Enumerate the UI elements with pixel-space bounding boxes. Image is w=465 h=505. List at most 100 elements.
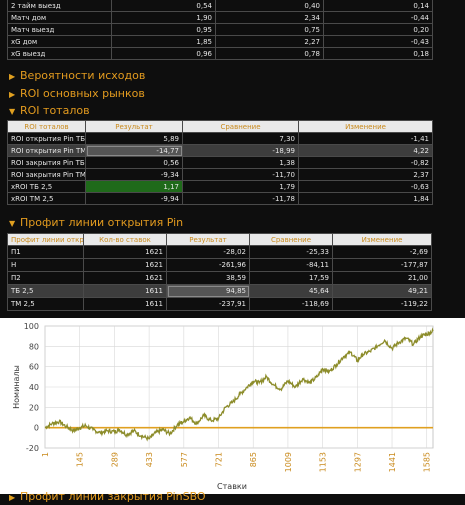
top-stats-table: 2 тайм выезд 0,54 0,40 0,14 Матч дом 1,90 2,3… <box>7 0 433 60</box>
table-row[interactable]: ROI открытия Pin ТБ 2,55,897,30-1,41 <box>7 132 433 145</box>
cell: 2,34 <box>215 11 324 24</box>
section-probabilities[interactable]: ▶ Вероятности исходов <box>9 69 145 83</box>
cell: -237,91 <box>166 297 250 311</box>
x-tick-label: 1153 <box>319 452 328 472</box>
cell: 1621 <box>83 245 167 259</box>
cell: 49,21 <box>332 284 432 298</box>
column-header[interactable]: Кол-во ставок <box>83 233 167 246</box>
column-header[interactable]: Сравнение <box>182 120 299 133</box>
table-row[interactable]: ТМ 2,5 1611 -237,91 -118,69 -119,22 <box>7 297 432 311</box>
cell: 45,64 <box>249 284 333 298</box>
table-row[interactable]: 2 тайм выезд 0,54 0,40 0,14 <box>7 0 433 12</box>
expand-arrow-icon: ▶ <box>9 90 16 99</box>
x-tick-label: 145 <box>76 452 85 467</box>
cell: 0,95 <box>111 23 216 36</box>
cell: 1621 <box>83 258 167 272</box>
cell: 0,54 <box>111 0 216 12</box>
y-axis-label: Номиналы <box>12 365 21 409</box>
table-row[interactable]: Матч выезд 0,95 0,75 0,20 <box>7 23 433 36</box>
table-row[interactable]: xG дом 1,85 2,27 -0,43 <box>7 35 433 48</box>
section-title: Профит линии закрытия PinSBO <box>20 490 206 503</box>
cell: 1,84 <box>298 192 433 205</box>
column-header[interactable]: ROI тоталов <box>7 120 86 133</box>
cell: -9,94 <box>85 192 183 205</box>
x-tick-label: 1009 <box>284 452 293 472</box>
x-tick-label: 577 <box>180 452 189 467</box>
column-header[interactable]: Результат <box>166 233 250 246</box>
x-tick-label: 433 <box>145 452 154 467</box>
collapse-arrow-icon: ▼ <box>9 219 16 228</box>
row-label: ROI закрытия Pin ТМ 2,5 <box>7 168 86 181</box>
selected-cell[interactable]: 1,17 <box>85 180 183 193</box>
x-axis-label: Ставки <box>217 482 247 491</box>
x-tick-label: 289 <box>110 452 119 467</box>
table-row[interactable]: xG выезд 0,96 0,78 0,18 <box>7 47 433 60</box>
section-roi-totals[interactable]: ▼ ROI тоталов <box>9 104 90 118</box>
cell: 2,37 <box>298 168 433 181</box>
cell: 1621 <box>83 271 167 285</box>
cell: -0,44 <box>323 11 433 24</box>
x-tick-label: 1 <box>41 452 50 457</box>
column-header[interactable]: Изменение <box>332 233 432 246</box>
cell: 0,96 <box>111 47 216 60</box>
row-label: П2 <box>7 271 84 285</box>
cell: 21,00 <box>332 271 432 285</box>
cell: 17,59 <box>249 271 333 285</box>
cell: -1,41 <box>298 132 433 145</box>
x-tick-label: 1441 <box>388 452 397 472</box>
y-tick-label: 60 <box>29 363 39 372</box>
table-row[interactable]: xROI ТБ 2,5 1,17 1,79 -0,63 <box>7 180 433 193</box>
cell: 5,89 <box>85 132 183 145</box>
cell: -18,99 <box>182 144 299 157</box>
cell: -9,34 <box>85 168 183 181</box>
section-profit-close[interactable]: ▶ Профит линии закрытия PinSBO <box>9 490 206 504</box>
row-label: ROI открытия Pin ТМ 2,5 <box>7 144 86 157</box>
section-profit-open[interactable]: ▼ Профит линии открытия Pin <box>9 216 183 230</box>
table-row[interactable]: ROI закрытия Pin ТМ 2,5-9,34-11,702,37 <box>7 168 433 181</box>
cell: -84,11 <box>249 258 333 272</box>
cell: -119,22 <box>332 297 432 311</box>
cell: 1,90 <box>111 11 216 24</box>
section-roi-main[interactable]: ▶ ROI основных рынков <box>9 87 145 101</box>
column-header[interactable]: Профит линии открыт <box>7 233 84 246</box>
table-row[interactable]: Н 1621 -261,96 -84,11 -177,87 <box>7 258 432 272</box>
row-label: П1 <box>7 245 84 259</box>
cell: 0,14 <box>323 0 433 12</box>
column-header[interactable]: Сравнение <box>249 233 333 246</box>
row-label: Н <box>7 258 84 272</box>
row-label: 2 тайм выезд <box>7 0 112 12</box>
cell: 0,20 <box>323 23 433 36</box>
cell: -14,77 <box>85 144 183 157</box>
y-tick-label: 100 <box>24 322 39 331</box>
expand-arrow-icon: ▶ <box>9 493 16 502</box>
table-row[interactable]: Матч дом 1,90 2,34 -0,44 <box>7 11 433 24</box>
column-header[interactable]: Результат <box>85 120 183 133</box>
row-label: ТБ 2,5 <box>7 284 84 298</box>
table-row[interactable]: xROI ТМ 2,5 -9,94 -11,78 1,84 <box>7 192 433 205</box>
cell: 0,78 <box>215 47 324 60</box>
table-row[interactable]: П1 1621 -28,02 -25,33 -2,69 <box>7 245 432 259</box>
cell: 7,30 <box>182 132 299 145</box>
cell: -0,82 <box>298 156 433 169</box>
cell: -11,78 <box>182 192 299 205</box>
column-header[interactable]: Изменение <box>298 120 433 133</box>
cell: -0,43 <box>323 35 433 48</box>
table-row[interactable]: ТБ 2,5 1611 94,85 45,64 49,21 <box>7 284 432 298</box>
table-row[interactable]: П2 1621 38,59 17,59 21,00 <box>7 271 432 285</box>
cell: 1,38 <box>182 156 299 169</box>
cell: 94,85 <box>166 284 250 298</box>
profit-open-table: Профит линии открыт Кол-во ставок Резуль… <box>7 233 432 311</box>
cell: 38,59 <box>166 271 250 285</box>
cell: -0,63 <box>298 180 433 193</box>
row-label: xG выезд <box>7 47 112 60</box>
roi-totals-table: ROI тоталов Результат Сравнение Изменени… <box>7 120 433 205</box>
x-tick-label: 865 <box>249 452 258 467</box>
x-tick-label: 1585 <box>423 452 432 472</box>
table-row[interactable]: ROI закрытия Pin ТБ 2,50,561,38-0,82 <box>7 156 433 169</box>
y-tick-label: 20 <box>29 403 39 412</box>
row-label: xROI ТМ 2,5 <box>7 192 86 205</box>
cell: -2,69 <box>332 245 432 259</box>
table-row[interactable]: ROI открытия Pin ТМ 2,5-14,77-18,994,22 <box>7 144 433 157</box>
y-tick-label: -20 <box>26 444 39 453</box>
y-tick-label: 0 <box>34 424 39 433</box>
